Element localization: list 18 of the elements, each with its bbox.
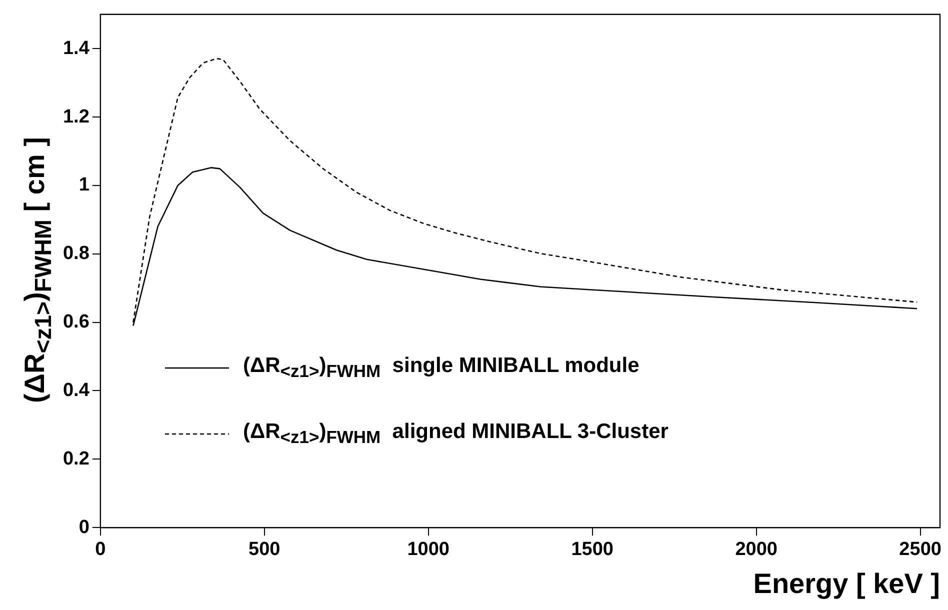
x-tick-label: 0 (95, 539, 106, 560)
y-tick-label: 1 (78, 174, 90, 196)
x-tick-label: 1000 (407, 539, 450, 560)
x-tick-label: 1500 (571, 539, 614, 560)
line-series (132, 58, 918, 323)
y-tick-label: 0.6 (62, 312, 90, 333)
x-tick-label: 500 (248, 539, 280, 560)
y-tick-label: 0.2 (62, 448, 90, 470)
y-tick-label: 0 (78, 516, 90, 538)
y-tick-label: 1.2 (62, 106, 90, 128)
x-tick-label: 2000 (735, 539, 778, 560)
y-tick-label: 1.4 (62, 38, 90, 59)
x-tick-label: 2500 (899, 539, 942, 560)
legend-label: (ΔR$_{<z1>}$)$_{FWHM}$ aligned MINIBALL 3-Cluster (243, 420, 668, 448)
y-tick-label: 0.4 (62, 380, 90, 401)
x-axis-title: Energy [ keV ] (753, 568, 940, 599)
legend-label: (ΔR$_{<z1>}$)$_{FWHM}$ single MINIBALL module (243, 354, 640, 382)
y-tick-label: 0.8 (62, 243, 90, 264)
